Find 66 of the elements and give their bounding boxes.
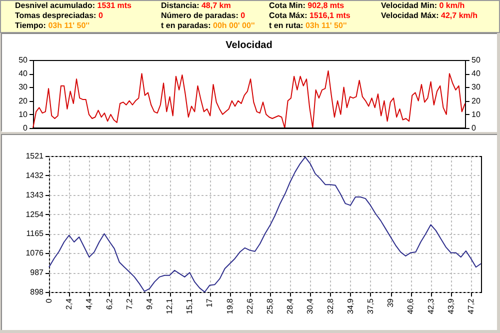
x-tick-label: 47,2 (466, 298, 476, 314)
text: Velocidad Min: (381, 1, 438, 10)
x-tick-label: 42,3 (426, 298, 436, 314)
line-series (48, 156, 482, 292)
text: Desnivel acumulado: (15, 1, 96, 10)
y2-tick-label: 40 (472, 69, 481, 78)
y2-tick-label: 50 (472, 56, 481, 64)
y2-tick-label: 30 (472, 82, 481, 92)
x-tick-label: 12,1 (165, 298, 174, 314)
text: t en ruta: (269, 21, 304, 30)
text: 03h 11' 50'' (47, 21, 90, 30)
x-tick-label: 17 (205, 298, 214, 308)
x-tick-label: 39 (386, 298, 396, 308)
x-tick-label: 30,4 (306, 298, 315, 314)
x-tick-label: 25,8 (266, 298, 275, 314)
y-tick-label: 30 (18, 82, 28, 92)
text: 0 km/h (438, 1, 465, 10)
x-tick-label: 22,6 (245, 298, 254, 314)
y-tick-label: 40 (18, 69, 28, 78)
y2-tick-label: 0 (472, 124, 476, 132)
text: 1516,1 mts (308, 11, 350, 20)
text: 1531 mts (96, 1, 132, 10)
y-tick-label: 1076 (26, 248, 44, 258)
y-tick-label: 50 (18, 56, 28, 64)
text: 03h 11' 50'' (304, 21, 347, 30)
x-tick-label: 0 (44, 298, 54, 303)
text: Tomas despreciadas: (15, 11, 96, 20)
x-tick-label: 19,8 (225, 298, 234, 314)
x-tick-label: 37,5 (366, 298, 375, 314)
text: t en paradas: (161, 21, 211, 30)
text: Cota Min: (269, 1, 306, 10)
x-tick-label: 15,1 (185, 298, 194, 314)
x-tick-label: 34,9 (346, 298, 355, 314)
text: Velocidad Máx: (381, 11, 439, 20)
text: 0 (240, 11, 246, 20)
y-tick-label: 987 (30, 268, 44, 278)
x-tick-label: 28,4 (286, 298, 295, 314)
y-tick-label: 1254 (26, 210, 44, 219)
chart-title: Velocidad (226, 40, 272, 51)
x-tick-label: 2,4 (64, 298, 74, 310)
x-tick-label: 40,6 (406, 298, 416, 314)
x-tick-label: 9,4 (144, 298, 154, 310)
y2-tick-label: 10 (472, 110, 481, 119)
text: Tiempo: (15, 21, 46, 30)
text: Cota Máx: (269, 11, 308, 20)
text: Número de paradas: (161, 11, 238, 20)
y-tick-label: 1432 (26, 170, 44, 180)
text: 00h 00' 00'' (212, 21, 255, 30)
y-tick-label: 1521 (26, 152, 44, 160)
text: 48,7 km (200, 1, 231, 10)
y-tick-label: 20 (18, 96, 28, 106)
text: Distancia: (161, 1, 200, 10)
x-tick-label: 43,9 (446, 298, 456, 314)
y-tick-label: 1165 (26, 229, 44, 238)
x-tick-label: 4,4 (84, 298, 94, 310)
x-tick-label: 6,2 (104, 298, 114, 310)
text: 42,7 km/h (440, 11, 478, 20)
y-tick-label: 0 (23, 124, 28, 132)
y2-tick-label: 20 (472, 96, 481, 106)
y-tick-label: 898 (30, 288, 44, 296)
text: 0 (97, 11, 103, 20)
y-tick-label: 1343 (26, 190, 44, 200)
text: 902,8 mts (306, 1, 344, 10)
x-tick-label: 32,8 (326, 298, 335, 314)
y-tick-label: 10 (18, 110, 28, 119)
x-tick-label: 7,2 (124, 298, 134, 310)
